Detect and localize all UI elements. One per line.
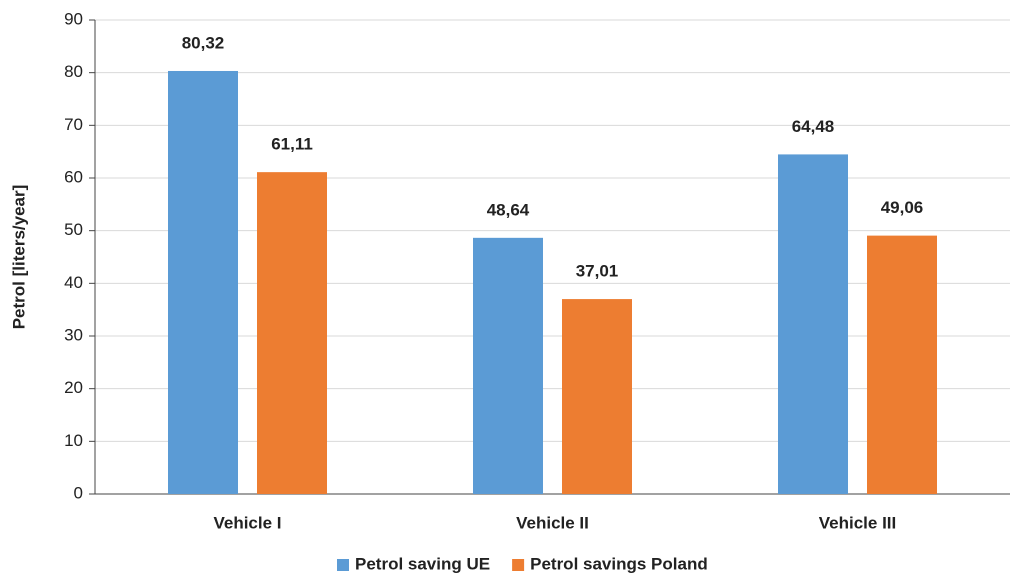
bar (168, 70, 238, 495)
y-tick-label: 50 (64, 220, 83, 239)
y-tick-label: 40 (64, 273, 83, 292)
bar (257, 172, 327, 495)
legend-label: Petrol saving UE (355, 554, 490, 573)
y-tick-label: 80 (64, 62, 83, 81)
x-tick-label: Vehicle I (213, 513, 281, 532)
legend-swatch (337, 559, 349, 571)
x-tick-label: Vehicle II (516, 513, 589, 532)
x-tick-label: Vehicle III (819, 513, 897, 532)
bar (867, 235, 937, 494)
y-axis-label: Petrol [liters/year] (9, 185, 28, 330)
y-tick-label: 20 (64, 378, 83, 397)
value-label: 61,11 (271, 135, 313, 154)
value-label: 49,06 (881, 198, 924, 217)
legend-swatch (512, 559, 525, 571)
bar (778, 154, 848, 494)
y-tick-label: 10 (64, 431, 83, 450)
y-tick-label: 70 (64, 115, 83, 134)
value-label: 80,32 (182, 33, 225, 52)
y-tick-label: 30 (64, 325, 83, 344)
y-tick-label: 0 (74, 483, 83, 502)
bar (473, 237, 543, 494)
y-tick-label: 90 (64, 9, 83, 28)
bar (562, 299, 632, 494)
value-label: 48,64 (487, 200, 530, 219)
value-label: 37,01 (576, 262, 619, 281)
value-label: 64,48 (792, 117, 835, 136)
legend-label: Petrol savings Poland (530, 554, 708, 573)
y-tick-label: 60 (64, 167, 83, 186)
